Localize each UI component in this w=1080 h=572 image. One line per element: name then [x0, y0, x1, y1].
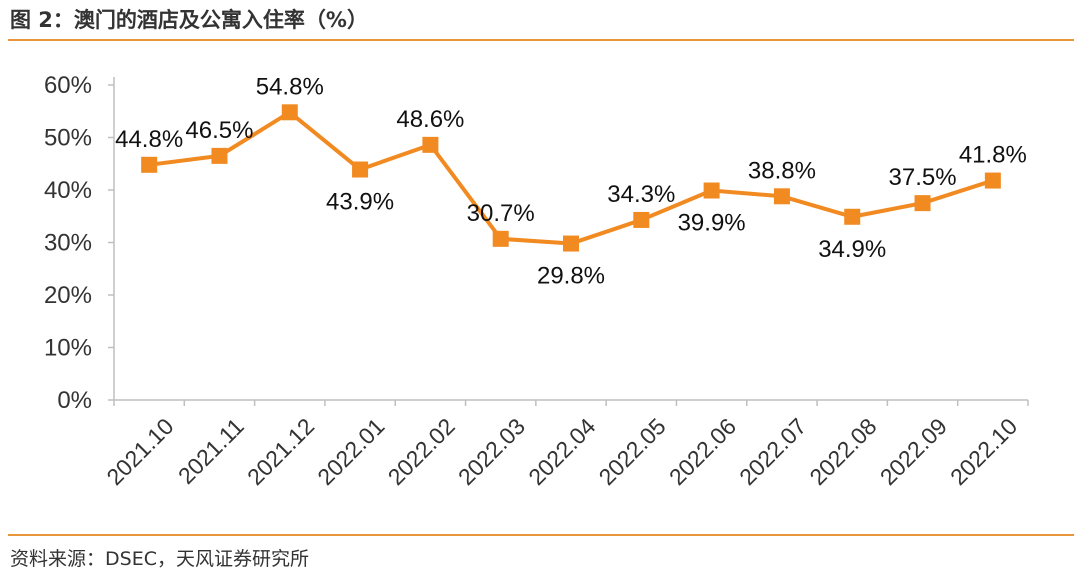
x-tick-label: 2022.07	[734, 413, 811, 490]
data-label: 48.6%	[396, 106, 464, 133]
data-label: 43.9%	[326, 189, 394, 216]
data-label: 38.8%	[748, 157, 816, 184]
data-label: 54.8%	[256, 73, 324, 100]
data-label: 39.9%	[678, 210, 746, 237]
data-point-marker	[281, 104, 298, 121]
data-label: 46.5%	[185, 117, 253, 144]
data-label: 37.5%	[889, 164, 957, 191]
data-label: 34.3%	[607, 181, 675, 208]
data-point-marker	[563, 235, 579, 252]
series-markers	[141, 104, 1001, 252]
data-point-marker	[211, 147, 228, 164]
chart-axes	[113, 77, 1028, 401]
y-tick-label: 20%	[44, 282, 92, 309]
title-divider	[8, 39, 1074, 41]
data-label: 30.7%	[467, 200, 535, 227]
y-tick-label: 50%	[44, 125, 92, 152]
y-tick-label: 0%	[57, 387, 92, 414]
data-point-marker	[984, 172, 1001, 189]
data-label: 44.8%	[115, 126, 183, 153]
x-tick-label: 2022.03	[453, 413, 530, 490]
data-label: 29.8%	[537, 263, 605, 290]
data-point-marker	[352, 161, 369, 178]
data-point-marker	[703, 182, 720, 199]
x-tick-label: 2022.06	[664, 413, 741, 490]
data-label: 41.8%	[959, 142, 1027, 169]
source-divider	[8, 534, 1074, 536]
data-point-marker	[492, 230, 509, 247]
x-tick-label: 2021.12	[242, 413, 319, 490]
x-tick-label: 2022.01	[312, 413, 389, 490]
data-point-marker	[141, 156, 158, 173]
occupancy-line	[148, 110, 994, 246]
x-tick-label: 2022.04	[523, 413, 600, 490]
y-tick-label: 40%	[44, 177, 92, 204]
y-tick-label: 60%	[44, 72, 92, 99]
source-note: 资料来源：DSEC，天风证券研究所	[10, 548, 309, 570]
x-tick-label: 2022.05	[594, 413, 671, 490]
y-tick-label: 30%	[44, 230, 92, 257]
data-label: 34.9%	[818, 236, 886, 263]
data-labels: 44.8% 46.5%54.8% 43.9% 48.6% 30.7% 29.8% 34.3%…	[115, 73, 1027, 289]
data-point-marker	[422, 136, 439, 153]
y-axis-ticks: 0% 10% 20% 30% 40% 50% 60%	[44, 72, 114, 414]
data-point-marker	[844, 208, 861, 225]
x-axis-ticks: 2021.102021.112021.122022.012022.022022.…	[101, 400, 1029, 490]
x-tick-label: 2021.11	[173, 413, 249, 489]
x-tick-label: 2022.08	[804, 413, 881, 490]
data-point-marker	[633, 211, 650, 228]
data-point-marker	[914, 195, 931, 212]
x-tick-label: 2021.10	[101, 413, 178, 490]
figure-title: 图 2：澳门的酒店及公寓入住率（%）	[10, 8, 368, 32]
data-point-marker	[773, 188, 790, 205]
series-line	[148, 110, 994, 246]
x-tick-label: 2022.02	[383, 413, 460, 490]
line-chart: 0% 10% 20% 30% 40% 50% 60% 2021.102021.112021.…	[44, 72, 1029, 490]
x-tick-label: 2022.09	[875, 413, 952, 490]
x-tick-label: 2022.10	[945, 413, 1022, 490]
y-tick-label: 10%	[44, 335, 92, 362]
